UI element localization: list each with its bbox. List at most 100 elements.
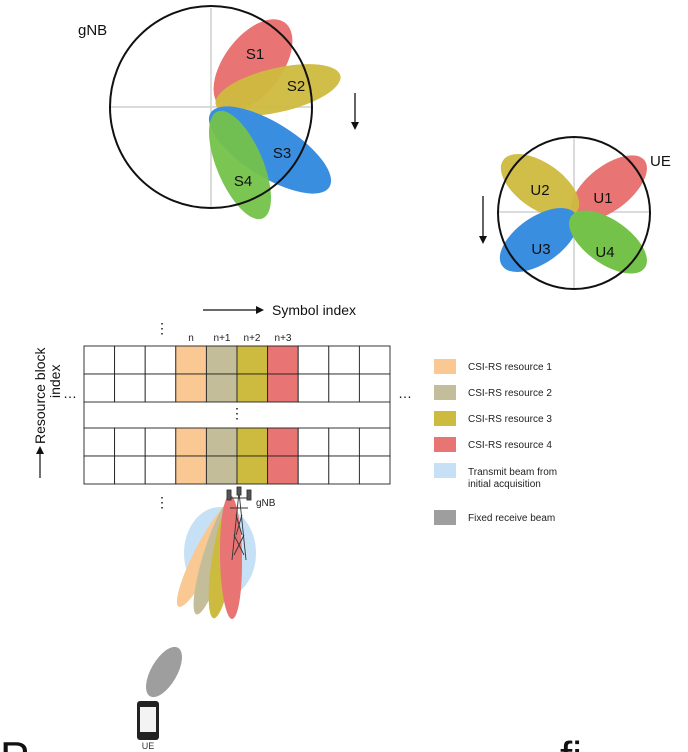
col-header-n2: n+2 bbox=[244, 333, 261, 344]
grid-cell bbox=[83, 455, 116, 485]
legend-label-transmit-beam-1: Transmit beam from bbox=[468, 467, 557, 478]
beam-u1 bbox=[571, 155, 647, 221]
grid-cell bbox=[267, 455, 299, 485]
ue-label: UE bbox=[650, 153, 671, 170]
grid-cell bbox=[328, 373, 360, 403]
beam-label-s1: S1 bbox=[246, 46, 264, 63]
grid-cell bbox=[144, 373, 177, 403]
beam-u2 bbox=[500, 154, 580, 218]
grid-cell bbox=[175, 345, 207, 375]
y-axis-label-line1: Resource block bbox=[32, 347, 48, 444]
ue-beam-pattern: U1 U2 U3 U4 UE bbox=[479, 136, 671, 290]
title-fragment-right: fi bbox=[560, 733, 582, 752]
grid-cell bbox=[83, 345, 116, 375]
title-fragment-left: P bbox=[0, 733, 29, 752]
ellipsis-mid: ⋮ bbox=[230, 405, 244, 421]
grid-cell bbox=[267, 373, 299, 403]
beam-label-u1: U1 bbox=[593, 190, 612, 207]
grid-cell bbox=[114, 373, 146, 403]
grid-cell bbox=[114, 455, 146, 485]
grid-cell bbox=[205, 373, 238, 403]
grid-cell bbox=[114, 427, 146, 457]
gnb-tower: gNB bbox=[176, 486, 276, 619]
grid-cell bbox=[205, 455, 238, 485]
beam-label-u2: U2 bbox=[530, 182, 549, 199]
grid-cell bbox=[205, 345, 238, 375]
x-axis-label: Symbol index bbox=[272, 302, 356, 318]
beam-s2 bbox=[215, 64, 341, 116]
grid-cell bbox=[175, 373, 207, 403]
legend-label-resource-2: CSI-RS resource 2 bbox=[468, 388, 552, 399]
grid-cell bbox=[297, 373, 330, 403]
legend-label-resource-3: CSI-RS resource 3 bbox=[468, 414, 552, 425]
gnb-coverage-circle bbox=[109, 5, 313, 209]
grid-cell bbox=[114, 345, 146, 375]
grid-cell bbox=[358, 345, 391, 375]
grid-cell bbox=[83, 427, 116, 457]
grid-cell bbox=[358, 455, 391, 485]
gnb-label: gNB bbox=[78, 22, 107, 39]
beam-label-s2: S2 bbox=[287, 78, 305, 95]
legend-swatch-resource-1 bbox=[434, 359, 456, 374]
resource-block-axis: Resource block index bbox=[32, 347, 63, 478]
grid-cell bbox=[328, 345, 360, 375]
beam-u3 bbox=[499, 208, 579, 272]
grid-cell bbox=[83, 373, 116, 403]
beam-label-u4: U4 bbox=[595, 244, 614, 261]
symbol-index-axis: Symbol index bbox=[203, 302, 356, 318]
grid-cell bbox=[328, 455, 360, 485]
grid-cell bbox=[297, 427, 330, 457]
grid-cell bbox=[358, 427, 391, 457]
y-axis-label-line2: index bbox=[47, 365, 63, 398]
fixed-receive-beam bbox=[146, 646, 182, 698]
sweep-arrow-gnb bbox=[351, 93, 359, 130]
tower-icon bbox=[226, 486, 252, 561]
grid-cell bbox=[236, 373, 269, 403]
legend-label-receive-beam: Fixed receive beam bbox=[468, 513, 555, 524]
beam-label-s4: S4 bbox=[234, 173, 252, 190]
grid-cell bbox=[267, 427, 299, 457]
legend-label-resource-1: CSI-RS resource 1 bbox=[468, 362, 552, 373]
grid-cell bbox=[236, 345, 269, 375]
ellipsis-bottom: ⋮ bbox=[155, 494, 169, 510]
beam-label-s3: S3 bbox=[273, 145, 291, 162]
grid-cell bbox=[297, 345, 330, 375]
grid-cell bbox=[144, 427, 177, 457]
resource-grid-top bbox=[83, 345, 391, 428]
grid-cell bbox=[236, 455, 269, 485]
legend-swatch-resource-2 bbox=[434, 385, 456, 400]
ellipsis-right: … bbox=[398, 385, 412, 401]
legend: CSI-RS resource 1 CSI-RS resource 2 CSI-… bbox=[434, 359, 557, 525]
gnb-beam-pattern: S1 S2 S3 S4 gNB bbox=[78, 5, 359, 220]
legend-swatch-resource-4 bbox=[434, 437, 456, 452]
csi-beam-4 bbox=[219, 495, 243, 619]
col-header-n3: n+3 bbox=[275, 333, 292, 344]
legend-swatch-receive-beam bbox=[434, 510, 456, 525]
grid-cell bbox=[144, 345, 177, 375]
ellipsis-left: … bbox=[63, 385, 77, 401]
grid-cell bbox=[236, 427, 269, 457]
beam-u4 bbox=[569, 210, 647, 274]
legend-swatch-resource-3 bbox=[434, 411, 456, 426]
ue-device: UE bbox=[137, 646, 182, 751]
bottom-gnb-label: gNB bbox=[256, 498, 276, 509]
ellipsis-top: ⋮ bbox=[155, 320, 169, 336]
bottom-ue-label: UE bbox=[142, 741, 155, 751]
ue-coverage-circle bbox=[497, 136, 651, 290]
sweep-arrow-ue bbox=[479, 196, 487, 244]
grid-cell bbox=[175, 427, 207, 457]
beam-s4 bbox=[208, 110, 272, 220]
legend-swatch-transmit-beam bbox=[434, 463, 456, 478]
col-header-n: n bbox=[188, 333, 194, 344]
legend-label-resource-4: CSI-RS resource 4 bbox=[468, 440, 552, 451]
col-header-n1: n+1 bbox=[214, 333, 231, 344]
grid-cell bbox=[328, 427, 360, 457]
grid-cell bbox=[267, 345, 299, 375]
grid-cell bbox=[205, 427, 238, 457]
grid-cell bbox=[297, 455, 330, 485]
legend-label-transmit-beam-2: initial acquisition bbox=[468, 479, 541, 490]
grid-cell bbox=[358, 373, 391, 403]
resource-grid-bottom bbox=[83, 427, 391, 485]
grid-cell bbox=[144, 455, 177, 485]
